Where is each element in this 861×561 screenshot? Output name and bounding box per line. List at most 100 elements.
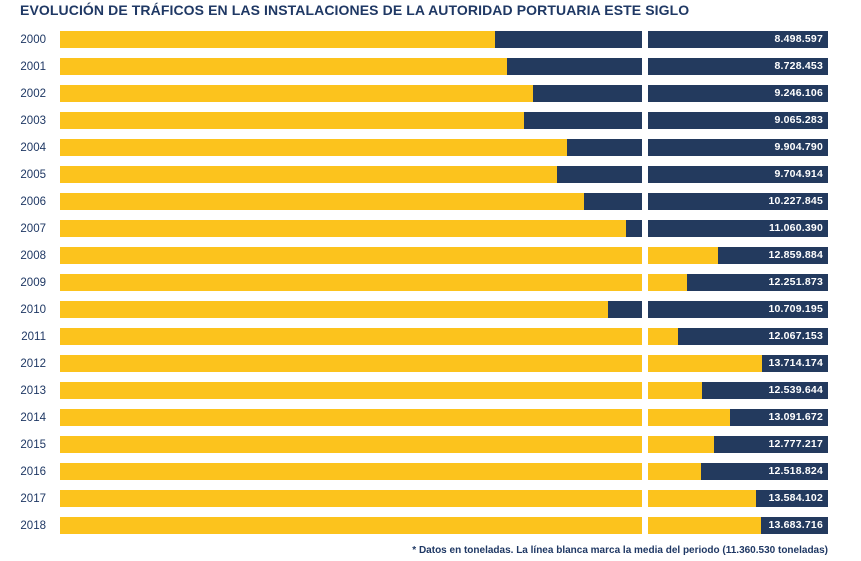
traffic-value-bar	[60, 328, 678, 345]
bar-row: 2005 9.704.914	[0, 166, 828, 183]
value-label: 12.777.217	[768, 438, 823, 450]
year-label: 2018	[20, 519, 46, 532]
year-label: 2010	[20, 303, 46, 316]
value-label: 13.714.174	[768, 357, 823, 369]
bar-row: 2018 13.683.716	[0, 517, 828, 534]
mean-line	[641, 58, 648, 75]
mean-line	[641, 409, 648, 426]
bar-track: 8.498.597	[60, 31, 828, 48]
bar-track: 13.091.672	[60, 409, 828, 426]
value-label: 9.246.106	[774, 87, 823, 99]
mean-line	[641, 247, 648, 264]
traffic-value-bar	[60, 382, 703, 399]
mean-line	[641, 112, 648, 129]
value-label: 10.709.195	[768, 303, 823, 315]
value-label: 13.683.716	[768, 519, 823, 531]
value-label: 10.227.845	[768, 195, 823, 207]
bar-row: 2013 12.539.644	[0, 382, 828, 399]
year-label: 2011	[21, 330, 46, 343]
value-label: 9.065.283	[774, 114, 823, 126]
mean-line	[641, 328, 648, 345]
year-label: 2000	[20, 33, 46, 46]
bar-row: 2015 12.777.217	[0, 436, 828, 453]
value-label: 8.728.453	[774, 60, 823, 72]
bar-track: 12.251.873	[60, 274, 828, 291]
traffic-value-bar	[60, 409, 731, 426]
bar-track: 11.060.390	[60, 220, 828, 237]
value-label: 12.067.153	[768, 330, 823, 342]
bar-track: 13.683.716	[60, 517, 828, 534]
traffic-value-bar	[60, 31, 496, 48]
value-label: 13.091.672	[768, 411, 823, 423]
bar-row: 2009 12.251.873	[0, 274, 828, 291]
bar-row: 2000 8.498.597	[0, 31, 828, 48]
mean-line	[641, 301, 648, 318]
bar-row: 2008 12.859.884	[0, 247, 828, 264]
year-label: 2009	[20, 276, 46, 289]
traffic-value-bar	[60, 355, 763, 372]
bar-row: 2006 10.227.845	[0, 193, 828, 210]
chart-title: EVOLUCIÓN DE TRÁFICOS EN LAS INSTALACION…	[20, 2, 690, 18]
bar-track: 12.518.824	[60, 463, 828, 480]
traffic-value-bar	[60, 463, 701, 480]
bar-row: 2014 13.091.672	[0, 409, 828, 426]
value-label: 12.518.824	[768, 465, 823, 477]
year-label: 2001	[20, 60, 46, 73]
bar-track: 9.904.790	[60, 139, 828, 156]
mean-line	[641, 517, 648, 534]
traffic-value-bar	[60, 85, 534, 102]
mean-line	[641, 220, 648, 237]
year-label: 2014	[20, 411, 46, 424]
traffic-value-bar	[60, 112, 525, 129]
traffic-value-bar	[60, 58, 507, 75]
mean-line	[641, 382, 648, 399]
traffic-value-bar	[60, 193, 584, 210]
year-label: 2015	[20, 438, 46, 451]
traffic-value-bar	[60, 166, 557, 183]
mean-line	[641, 274, 648, 291]
year-label: 2017	[20, 492, 46, 505]
bar-row: 2001 8.728.453	[0, 58, 828, 75]
value-label: 11.060.390	[769, 222, 823, 234]
mean-line	[641, 166, 648, 183]
mean-line	[641, 463, 648, 480]
bar-track: 9.246.106	[60, 85, 828, 102]
year-label: 2006	[20, 195, 46, 208]
bar-track: 9.065.283	[60, 112, 828, 129]
bar-chart: 2000 8.498.597 2001 8.728.453 2002 9.246…	[0, 31, 828, 544]
traffic-value-bar	[60, 517, 761, 534]
bar-track: 9.704.914	[60, 166, 828, 183]
bar-track: 13.584.102	[60, 490, 828, 507]
traffic-value-bar	[60, 274, 688, 291]
bar-row: 2011 12.067.153	[0, 328, 828, 345]
year-label: 2007	[20, 222, 46, 235]
bar-track: 8.728.453	[60, 58, 828, 75]
bar-row: 2004 9.904.790	[0, 139, 828, 156]
value-label: 13.584.102	[768, 492, 823, 504]
bar-row: 2002 9.246.106	[0, 85, 828, 102]
value-label: 9.704.914	[774, 168, 823, 180]
year-label: 2016	[20, 465, 46, 478]
bar-track: 12.067.153	[60, 328, 828, 345]
year-label: 2012	[20, 357, 46, 370]
traffic-value-bar	[60, 490, 756, 507]
mean-line	[641, 31, 648, 48]
value-label: 8.498.597	[774, 33, 823, 45]
value-label: 12.251.873	[768, 276, 823, 288]
bar-track: 12.777.217	[60, 436, 828, 453]
bar-track: 13.714.174	[60, 355, 828, 372]
bar-track: 10.227.845	[60, 193, 828, 210]
year-label: 2008	[20, 249, 46, 262]
mean-line	[641, 193, 648, 210]
mean-line	[641, 490, 648, 507]
mean-line	[641, 355, 648, 372]
bar-track: 12.859.884	[60, 247, 828, 264]
year-label: 2002	[20, 87, 46, 100]
year-label: 2005	[20, 168, 46, 181]
value-label: 9.904.790	[774, 141, 823, 153]
year-label: 2003	[20, 114, 46, 127]
year-label: 2013	[20, 384, 46, 397]
value-label: 12.859.884	[768, 249, 823, 261]
bar-track: 12.539.644	[60, 382, 828, 399]
bar-row: 2017 13.584.102	[0, 490, 828, 507]
